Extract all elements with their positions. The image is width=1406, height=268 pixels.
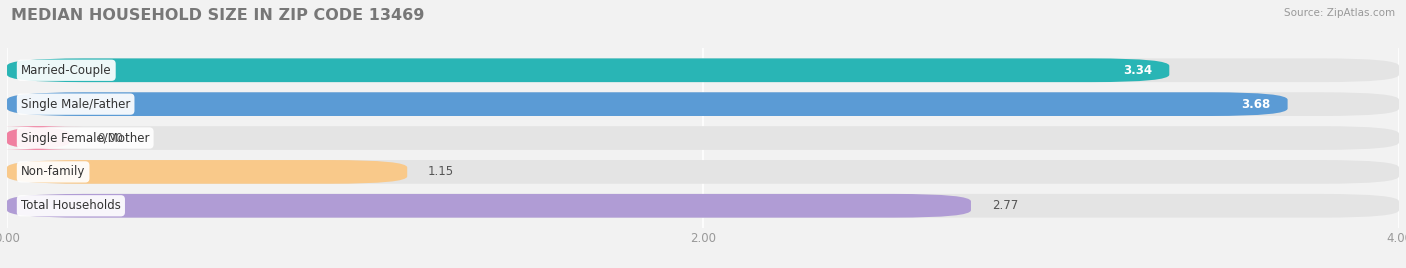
Text: MEDIAN HOUSEHOLD SIZE IN ZIP CODE 13469: MEDIAN HOUSEHOLD SIZE IN ZIP CODE 13469 xyxy=(11,8,425,23)
Text: Single Female/Mother: Single Female/Mother xyxy=(21,132,149,144)
Text: Source: ZipAtlas.com: Source: ZipAtlas.com xyxy=(1284,8,1395,18)
Text: Single Male/Father: Single Male/Father xyxy=(21,98,131,111)
FancyBboxPatch shape xyxy=(7,126,1399,150)
Text: Married-Couple: Married-Couple xyxy=(21,64,111,77)
Text: 1.15: 1.15 xyxy=(427,165,454,178)
FancyBboxPatch shape xyxy=(7,160,1399,184)
FancyBboxPatch shape xyxy=(7,92,1288,116)
FancyBboxPatch shape xyxy=(7,92,1399,116)
Text: Total Households: Total Households xyxy=(21,199,121,212)
Text: 0.00: 0.00 xyxy=(97,132,124,144)
FancyBboxPatch shape xyxy=(7,194,1399,218)
FancyBboxPatch shape xyxy=(7,58,1170,82)
Text: 3.68: 3.68 xyxy=(1241,98,1270,111)
Text: Non-family: Non-family xyxy=(21,165,86,178)
FancyBboxPatch shape xyxy=(7,194,972,218)
FancyBboxPatch shape xyxy=(0,126,83,150)
FancyBboxPatch shape xyxy=(7,58,1399,82)
FancyBboxPatch shape xyxy=(7,160,408,184)
Text: 3.34: 3.34 xyxy=(1123,64,1152,77)
Text: 2.77: 2.77 xyxy=(991,199,1018,212)
